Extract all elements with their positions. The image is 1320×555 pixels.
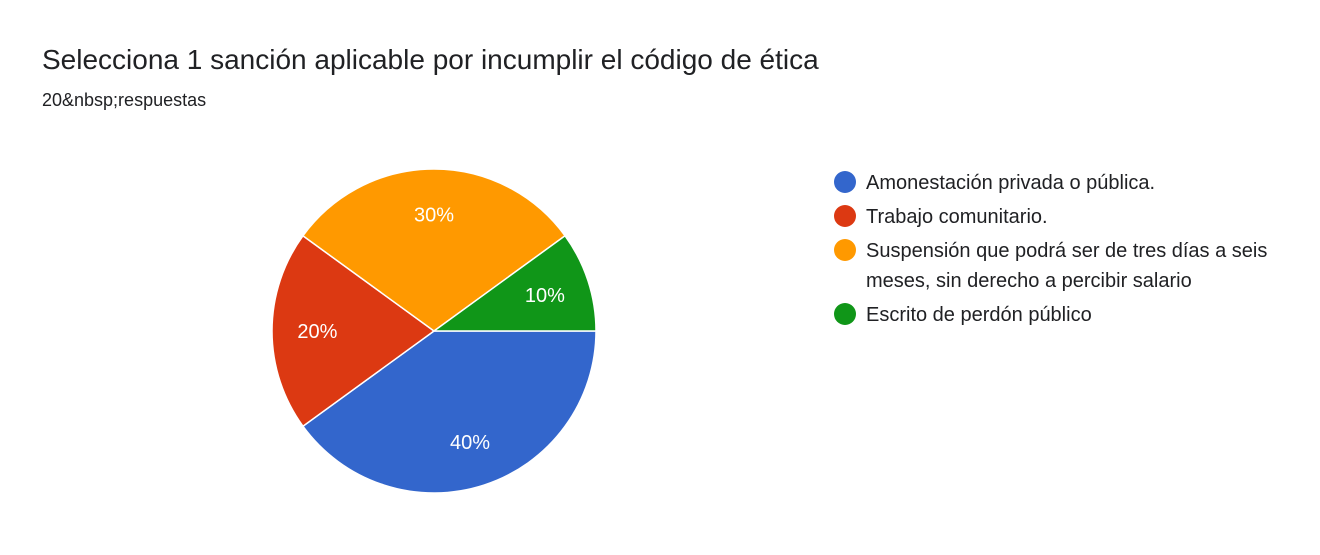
slice-label: 20% (297, 321, 337, 343)
pie-slice-amonestacion-privada-o-publica[interactable] (301, 330, 597, 494)
legend-swatch (834, 303, 856, 325)
slice-label: 30% (414, 204, 454, 226)
legend-item-escrito-de-perdon-publico[interactable]: Escrito de perdón público (834, 300, 1274, 330)
slice-label: 40% (450, 432, 490, 454)
legend-swatch (834, 171, 856, 193)
pie-slice-trabajo-comunitario[interactable] (271, 234, 436, 428)
legend-item-amonestacion-privada-o-publica[interactable]: Amonestación privada o pública. (834, 168, 1274, 198)
slice-label: 10% (525, 285, 565, 307)
legend-label: Trabajo comunitario. (866, 206, 1048, 228)
chart-legend: Amonestación privada o pública. Trabajo c… (834, 168, 1274, 334)
legend-swatch (834, 239, 856, 261)
chart-title: Selecciona 1 sanción aplicable por incum… (42, 44, 819, 75)
pie-chart: 40% 20% 30% 10% (271, 168, 597, 494)
pie-slice-suspension-que-podra-ser-de-tr[interactable] (301, 168, 567, 332)
legend-swatch (834, 205, 856, 227)
legend-label: Suspensión que podrá ser de tres días a … (866, 240, 1268, 292)
legend-item-trabajo-comunitario[interactable]: Trabajo comunitario. (834, 202, 1274, 232)
response-count: 20&nbsp;respuestas (42, 90, 207, 110)
legend-label: Amonestación privada o pública. (866, 172, 1156, 194)
legend-item-suspension-que-podra-ser-de-tr[interactable]: Suspensión que podrá ser de tres días a … (834, 236, 1274, 296)
legend-label: Escrito de perdón público (866, 304, 1092, 326)
pie-slice-escrito-de-perdon-publico[interactable] (431, 234, 597, 332)
